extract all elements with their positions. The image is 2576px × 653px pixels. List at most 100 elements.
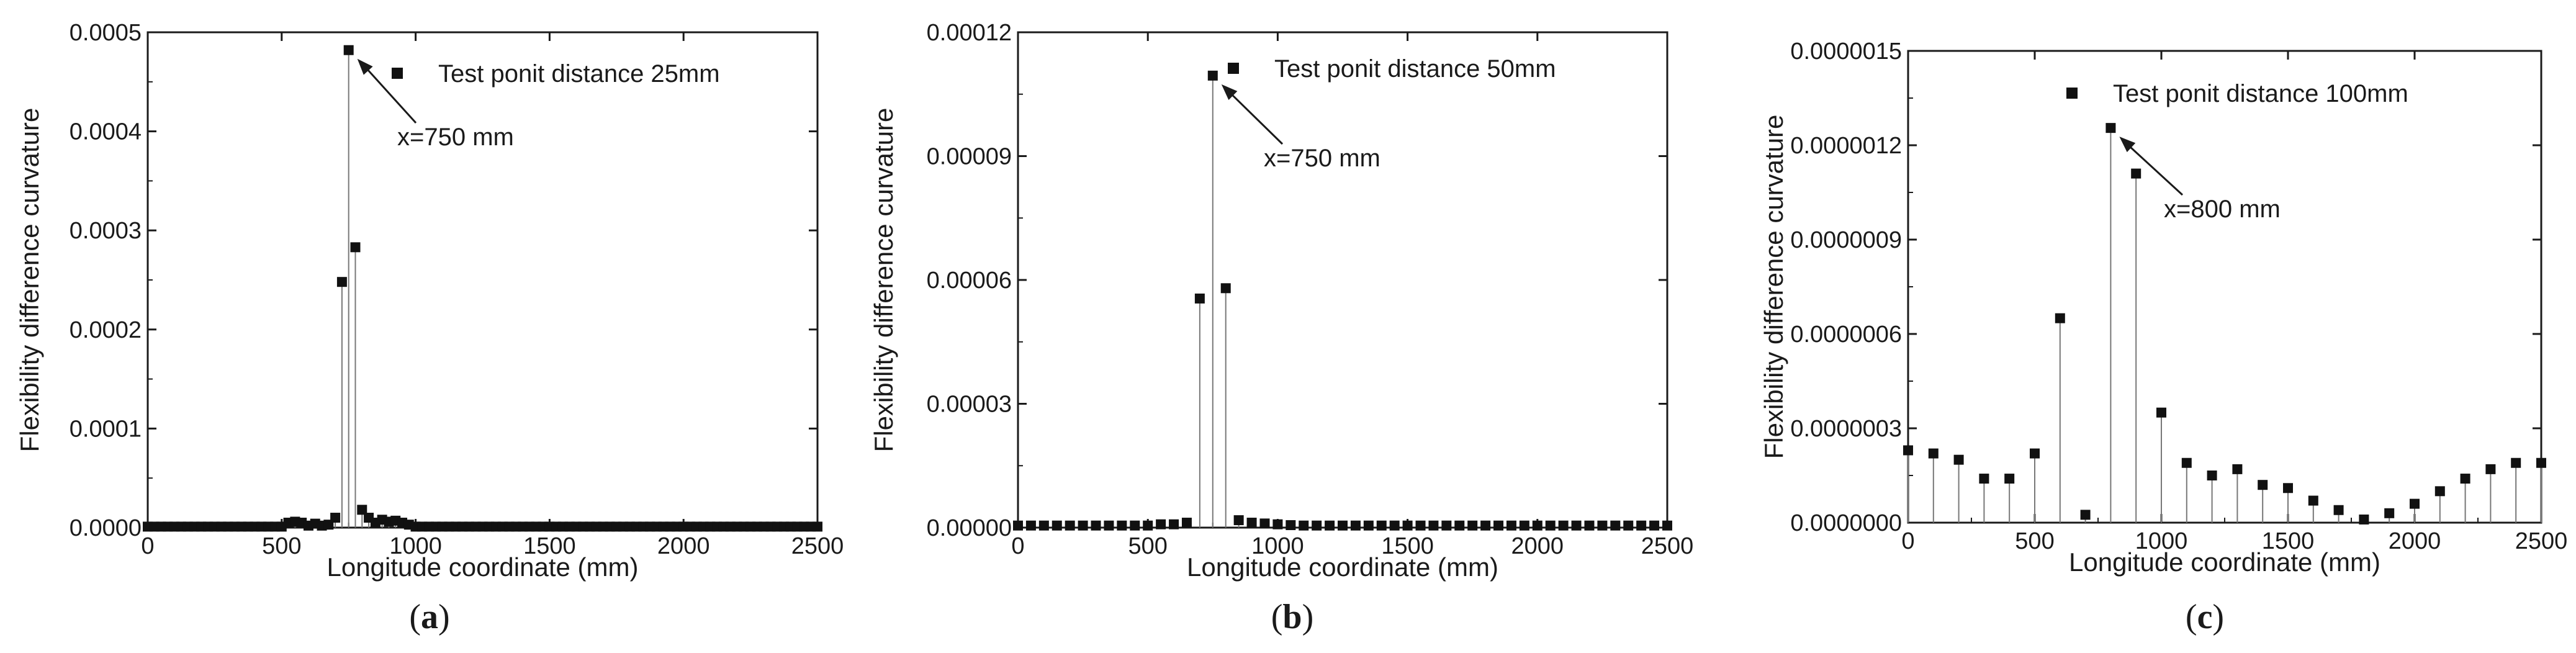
x-tick-label: 2500 [2515,528,2568,554]
annotation-arrow-line [361,63,417,124]
data-point [2181,457,2192,468]
panel-label: (a) [409,598,449,636]
data-point [1610,520,1621,531]
data-point [813,521,822,532]
y-tick-label: 0.0000009 [1790,227,1902,253]
data-point [1143,520,1153,531]
data-point [1025,520,1036,531]
x-tick-label: 500 [262,533,301,559]
data-point [1597,520,1608,531]
x-tick-label: 2000 [1511,533,1564,559]
y-tick-label: 0.0002 [70,317,142,343]
plot-frame [1017,31,1669,529]
series-c [1903,123,2546,525]
data-point [1928,448,1939,459]
y-tick-label: 0.0000012 [1790,133,1902,159]
data-point [2384,508,2395,518]
data-point [1532,520,1542,531]
data-point [1350,520,1361,531]
data-point [1649,520,1660,531]
annotation-arrow-line [1225,88,1284,145]
chart-panel-b: 0 500 1000 1500 2000 2500 0.00000 0.00003 0.0000… [869,20,1693,636]
series-a [143,45,822,532]
data-point [2308,495,2318,506]
x-axis-title: Longitude coordinate (mm) [1187,552,1498,582]
data-point [1013,520,1023,531]
data-point [350,242,361,253]
data-point [1338,520,1348,531]
data-point [1363,520,1374,531]
data-point [2283,483,2293,493]
data-point [2485,464,2496,474]
y-tick-label: 0.0005 [70,20,142,46]
annotation-label: x=800 mm [2164,196,2281,223]
panel-label: (b) [1271,598,1313,636]
data-point [2536,457,2546,468]
data-point [1584,520,1595,531]
data-point [2232,464,2243,474]
y-tick-label: 0.0000006 [1790,322,1902,348]
data-point [2004,474,2015,484]
data-point [1312,520,1322,531]
chart-panel-c: 0 500 1000 1500 2000 2500 0.0000000 0.0000003 0.… [1759,38,2567,636]
annotation-arrow-head [357,58,373,75]
data-point [1519,520,1529,531]
data-point [1220,283,1231,294]
data-point [1428,520,1439,531]
x-tick-label: 2000 [2389,528,2441,554]
data-point [1558,520,1569,531]
data-point [1130,520,1140,531]
data-point [1903,445,1913,456]
data-point [1052,520,1062,531]
y-tick-label: 0.0000000 [1790,510,1902,536]
y-tick-label: 0.0000015 [1790,38,1902,65]
data-point [357,505,367,515]
plot-frame [1907,50,2542,524]
data-point [1272,519,1283,529]
annotation-arrow-head [1221,84,1238,101]
x-tick-label: 0 [1901,528,1914,554]
data-point [1636,520,1647,531]
y-tick-label: 0.0000003 [1790,416,1902,442]
data-point [336,277,347,287]
y-tick-label: 0.0000 [70,515,142,541]
data-point [2258,480,2268,490]
series-b [1013,70,1672,531]
data-point [2333,505,2344,515]
data-point [1065,520,1075,531]
data-point [1662,520,1672,531]
x-tick-label: 0 [141,533,154,559]
x-tick-label: 1500 [2262,528,2315,554]
data-point [2511,457,2521,468]
y-axis-title: Flexibility difference curvature [1759,115,1788,459]
x-tick-label: 2500 [791,533,844,559]
data-point [1286,520,1296,531]
plot-frame [146,31,819,529]
data-point [2131,168,2141,179]
annotation-arrow-line [2123,141,2184,196]
data-point [1979,474,1989,484]
data-point [1454,520,1465,531]
panel-letter: c [2197,598,2213,636]
data-point [2207,471,2217,480]
y-tick-label: 0.0004 [70,119,142,145]
data-point [2055,313,2065,323]
y-tick-label: 0.0001 [70,416,142,442]
legend-marker [1228,63,1239,74]
annotation-label: x=750 mm [1264,145,1380,172]
data-point [343,45,354,55]
data-point [1415,520,1426,531]
x-axis-title: Longitude coordinate (mm) [2069,547,2380,577]
data-point [1169,519,1179,529]
data-point [2410,498,2420,509]
data-point [1299,520,1309,531]
data-point [1104,520,1114,531]
data-point [1156,519,1166,529]
x-tick-label: 500 [2015,528,2054,554]
x-axis-title: Longitude coordinate (mm) [327,552,639,582]
data-point [1078,520,1088,531]
x-tick-label: 1500 [523,533,576,559]
data-point [1194,293,1205,304]
legend-label: Test ponit distance 50mm [1274,55,1556,83]
y-tick-label: 0.00003 [927,392,1012,418]
